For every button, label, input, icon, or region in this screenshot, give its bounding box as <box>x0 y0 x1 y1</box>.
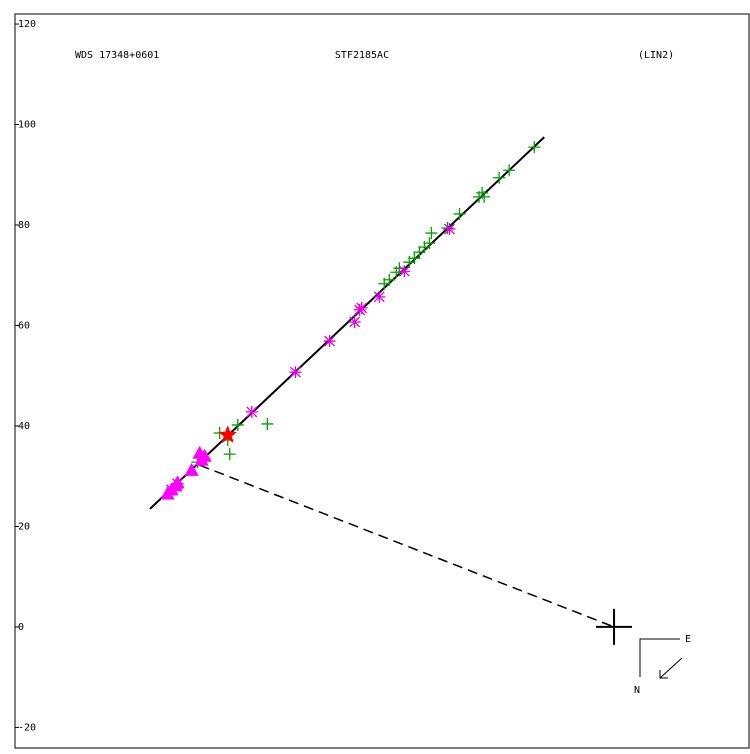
compass-arrowhead <box>659 670 668 679</box>
compass-north: N <box>634 685 640 696</box>
point <box>261 417 274 430</box>
point <box>192 445 207 459</box>
y-tick-label: 40 <box>18 421 30 432</box>
point <box>408 252 421 265</box>
point <box>423 237 436 250</box>
chart-title: STF2185AC <box>335 50 389 61</box>
point <box>355 301 368 314</box>
point <box>218 425 237 443</box>
primary-star <box>596 608 633 645</box>
point <box>528 141 541 154</box>
y-tick-label: 80 <box>18 220 30 231</box>
plot-frame <box>14 13 750 749</box>
y-tick-label: 120 <box>18 19 36 30</box>
point <box>231 418 244 431</box>
compass-arrow <box>659 657 683 679</box>
y-tick-label: 60 <box>18 320 30 331</box>
y-tick-label: 20 <box>18 521 30 532</box>
compass-axes <box>639 638 680 677</box>
point <box>443 223 456 236</box>
y-tick-label: 0 <box>18 622 24 633</box>
point <box>503 164 516 177</box>
point <box>223 448 236 461</box>
point <box>184 462 199 476</box>
compass-east: E <box>685 634 691 645</box>
point <box>323 335 336 348</box>
point <box>289 366 302 379</box>
point <box>413 246 426 259</box>
y-tick-label: 100 <box>18 120 36 131</box>
y-tick-label: -20 <box>18 722 36 733</box>
point <box>170 475 185 489</box>
point <box>441 222 454 235</box>
point <box>245 405 258 418</box>
point <box>398 265 411 278</box>
subtitle: WDS 17348+0601 <box>75 50 159 61</box>
point <box>493 171 506 184</box>
compass: E N <box>634 634 691 696</box>
point <box>425 227 438 240</box>
point <box>383 273 396 286</box>
point <box>478 190 491 203</box>
point <box>453 207 466 220</box>
point <box>348 315 361 328</box>
point <box>373 290 386 303</box>
dashed-line <box>199 464 615 628</box>
annotation: (LIN2) <box>638 50 674 61</box>
point <box>393 262 406 275</box>
